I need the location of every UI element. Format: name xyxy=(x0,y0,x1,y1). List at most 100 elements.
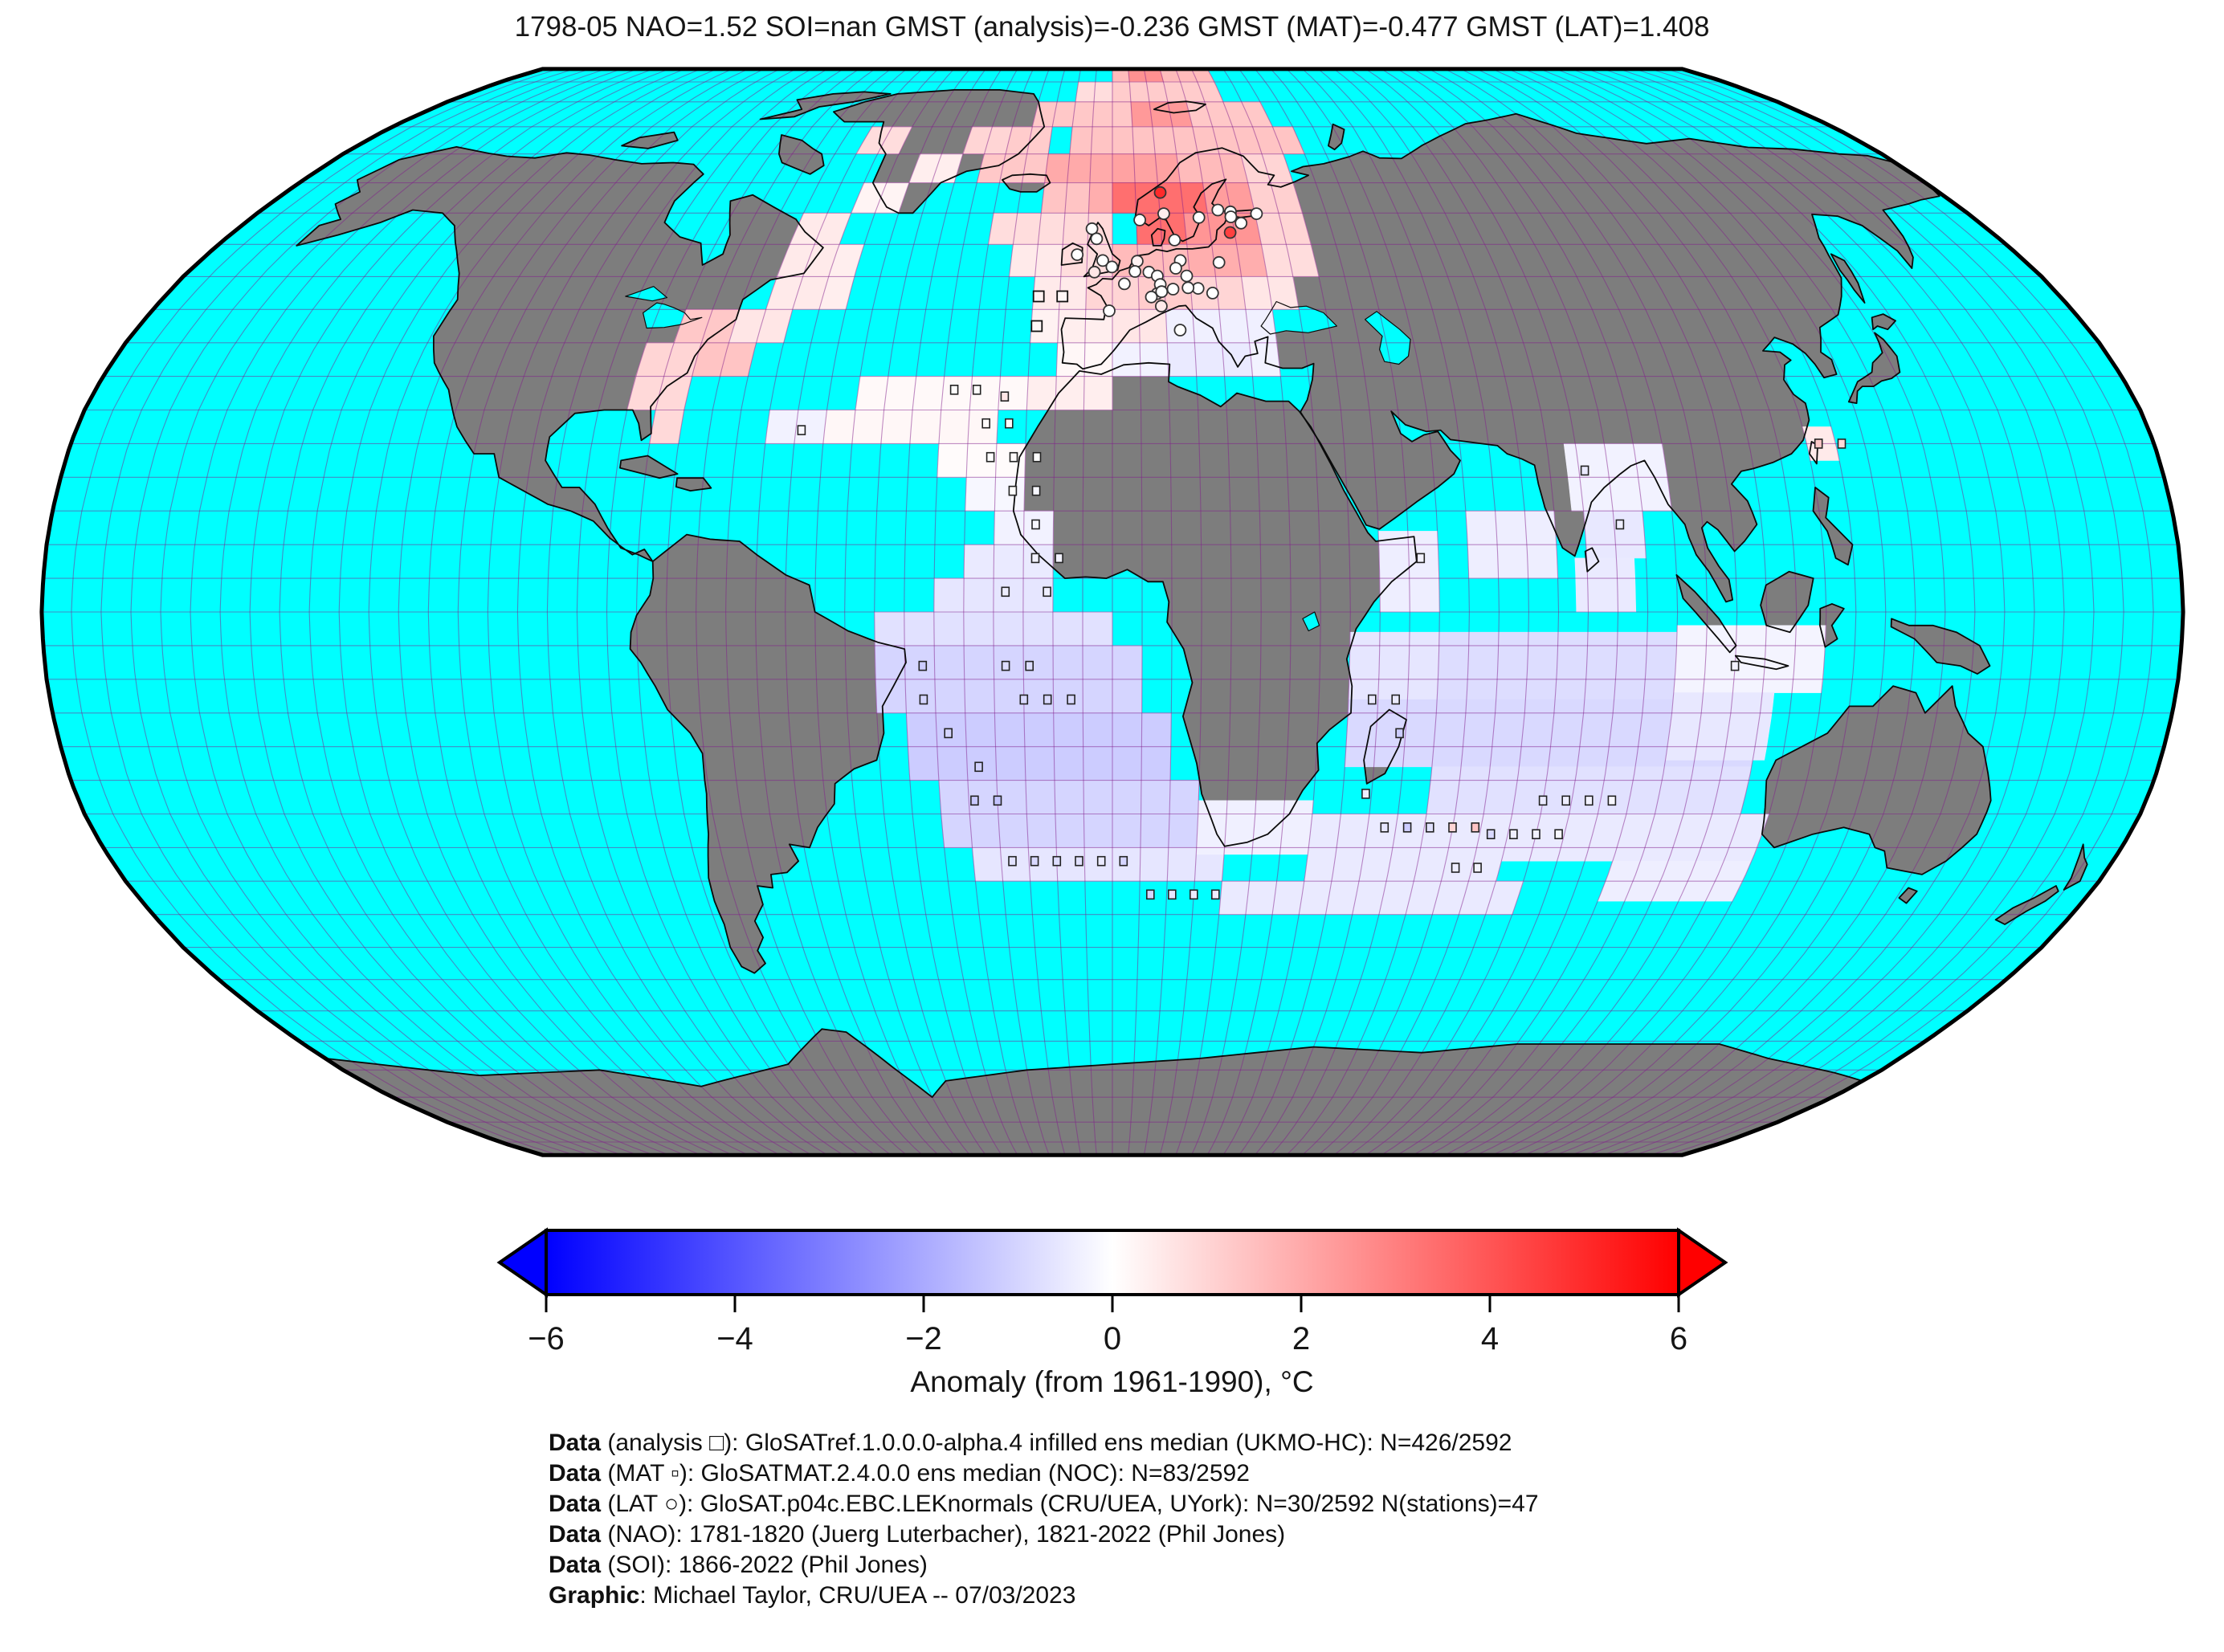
mat-square-marker xyxy=(1031,519,1040,530)
analysis-square-marker xyxy=(1030,320,1043,332)
mat-square-marker xyxy=(1416,553,1426,564)
anomaly-cell xyxy=(1069,126,1305,154)
mat-square-marker xyxy=(1561,795,1570,806)
lat-station-circle xyxy=(1212,255,1226,269)
coastline xyxy=(1363,708,1407,785)
mat-square-marker xyxy=(974,761,983,773)
mat-square-marker xyxy=(1000,391,1010,402)
anomaly-cell xyxy=(1005,126,1053,154)
mat-square-marker xyxy=(919,694,928,705)
mat-square-marker xyxy=(1580,465,1589,476)
colorbar-label: Anomaly (from 1961-1990), °C xyxy=(910,1365,1314,1398)
mat-square-marker xyxy=(1814,438,1823,449)
coastline xyxy=(833,89,1046,214)
coastline xyxy=(1871,313,1896,331)
anomaly-cell xyxy=(1218,880,1524,915)
credit-prefix: Graphic xyxy=(549,1582,640,1609)
mat-square-marker xyxy=(1008,855,1017,867)
landmass xyxy=(1891,618,1990,675)
mat-square-marker xyxy=(1509,829,1518,840)
lake-shoreline xyxy=(643,302,703,329)
anomaly-cell xyxy=(1185,101,1273,128)
mat-square-marker xyxy=(1451,863,1460,873)
landmass xyxy=(1813,487,1853,565)
mat-square-marker xyxy=(1448,822,1457,833)
landmass xyxy=(619,455,678,479)
coastline xyxy=(759,91,892,120)
coastline xyxy=(675,477,712,492)
lat-station-circle xyxy=(1118,277,1131,291)
mat-square-marker xyxy=(1043,586,1051,598)
mat-square-marker xyxy=(970,795,979,806)
anomaly-cell xyxy=(963,544,1054,579)
mat-square-marker xyxy=(1055,553,1063,564)
mat-square-marker xyxy=(1211,889,1220,900)
mat-square-marker xyxy=(1032,451,1042,463)
mat-square-marker xyxy=(1730,660,1740,671)
coastline xyxy=(1328,123,1345,151)
coastline xyxy=(296,146,824,562)
coastline xyxy=(1150,227,1166,247)
lat-station-circle xyxy=(1223,226,1237,239)
credit-prefix: Data xyxy=(549,1521,602,1548)
coastline xyxy=(1002,173,1051,193)
anomaly-cell xyxy=(1044,153,1113,183)
lat-station-circle xyxy=(1090,232,1104,246)
coastline xyxy=(1830,253,1866,304)
coastline xyxy=(1083,222,1121,278)
credit-text: : Michael Taylor, CRU/UEA -- 07/03/2023 xyxy=(639,1582,1076,1609)
anomaly-cell xyxy=(1186,244,1268,277)
anomaly-cell xyxy=(1255,213,1312,245)
colorbar-tick-label: −2 xyxy=(905,1321,942,1356)
mat-square-marker xyxy=(1119,855,1128,867)
lat-station-circle xyxy=(1133,213,1146,226)
lat-station-circle xyxy=(1234,216,1248,230)
analysis-square-marker xyxy=(1032,290,1045,303)
colorbar-tick-label: −4 xyxy=(716,1321,753,1356)
credit-line: Data (LAT ○): GloSAT.p04c.EBC.LEKnormals… xyxy=(549,1489,1539,1519)
credit-prefix: Data xyxy=(549,1552,602,1578)
coastline xyxy=(1890,618,1991,675)
colorbar-max-arrow xyxy=(1677,1227,1728,1298)
figure-title: 1798-05 NAO=1.52 SOI=nan GMST (analysis)… xyxy=(514,11,1710,43)
lat-station-circle xyxy=(1145,290,1158,304)
lat-station-circle xyxy=(1096,254,1109,267)
anomaly-cell xyxy=(1348,631,1440,700)
lake xyxy=(1365,311,1410,365)
credit-line: Data (NAO): 1781-1820 (Juerg Luterbacher… xyxy=(549,1519,1539,1550)
mat-square-marker xyxy=(1471,822,1480,833)
mat-square-marker xyxy=(1019,694,1029,705)
lat-station-circle xyxy=(1085,222,1099,235)
lat-station-circle xyxy=(1157,207,1170,221)
mat-square-marker xyxy=(1168,889,1177,900)
mat-square-marker xyxy=(1031,485,1041,496)
mat-square-marker xyxy=(1067,694,1075,705)
anomaly-cell xyxy=(1088,182,1113,214)
mat-square-marker xyxy=(1025,660,1034,671)
analysis-square-marker xyxy=(1056,290,1069,303)
lake xyxy=(625,286,667,301)
mat-square-marker xyxy=(1052,855,1062,867)
anomaly-cell xyxy=(1574,557,1637,613)
lat-station-circle xyxy=(1224,210,1238,223)
coastline xyxy=(1994,885,2059,925)
mat-square-marker xyxy=(1001,586,1010,598)
anomaly-cell xyxy=(1426,766,1753,814)
credit-prefix: Data xyxy=(549,1460,602,1487)
mat-square-marker xyxy=(1837,438,1847,449)
anomaly-cell xyxy=(1166,342,1253,377)
lat-station-circle xyxy=(1155,285,1169,299)
mat-square-marker xyxy=(944,728,953,739)
credit-text: (LAT ○): GloSAT.p04c.EBC.LEKnormals (CRU… xyxy=(601,1491,1539,1517)
coastline xyxy=(1734,655,1789,671)
mat-square-marker xyxy=(1096,855,1106,867)
coastline xyxy=(1675,574,1737,654)
lat-station-circle xyxy=(1206,286,1219,300)
coastline xyxy=(2063,843,2088,891)
mat-square-marker xyxy=(1368,694,1377,705)
lat-station-circle xyxy=(1155,300,1168,313)
colorbar-tick-label: 0 xyxy=(1104,1321,1121,1356)
credit-text: (SOI): 1866-2022 (Phil Jones) xyxy=(601,1552,928,1578)
coastline xyxy=(1812,487,1854,566)
credit-line: Graphic: Michael Taylor, CRU/UEA -- 07/0… xyxy=(549,1581,1539,1611)
